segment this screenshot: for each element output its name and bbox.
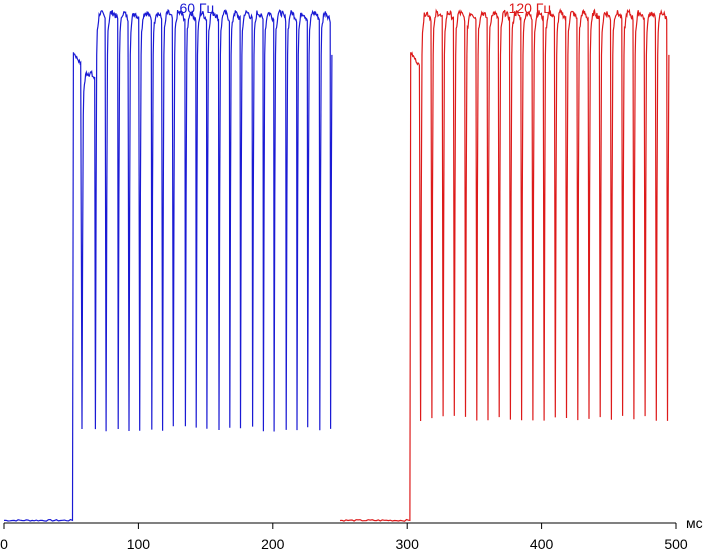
x-tick-label: 400 bbox=[530, 536, 554, 551]
x-axis-unit-label: мс bbox=[686, 515, 703, 531]
x-axis-ticks: 0 100 200 300 400 500 bbox=[0, 523, 688, 551]
series-label-60hz: 60 Гц bbox=[179, 0, 214, 16]
series-60hz-line bbox=[3, 8, 333, 522]
series-120hz-line bbox=[339, 8, 670, 522]
series-labels: 60 Гц 120 Гц bbox=[179, 0, 551, 16]
x-tick-label: 0 bbox=[0, 536, 8, 551]
x-tick-label: 500 bbox=[664, 536, 688, 551]
x-tick-label: 300 bbox=[396, 536, 420, 551]
x-tick-label: 100 bbox=[127, 536, 151, 551]
plot-area bbox=[3, 8, 670, 522]
series-label-120hz: 120 Гц bbox=[509, 0, 552, 16]
x-tick-label: 200 bbox=[261, 536, 285, 551]
